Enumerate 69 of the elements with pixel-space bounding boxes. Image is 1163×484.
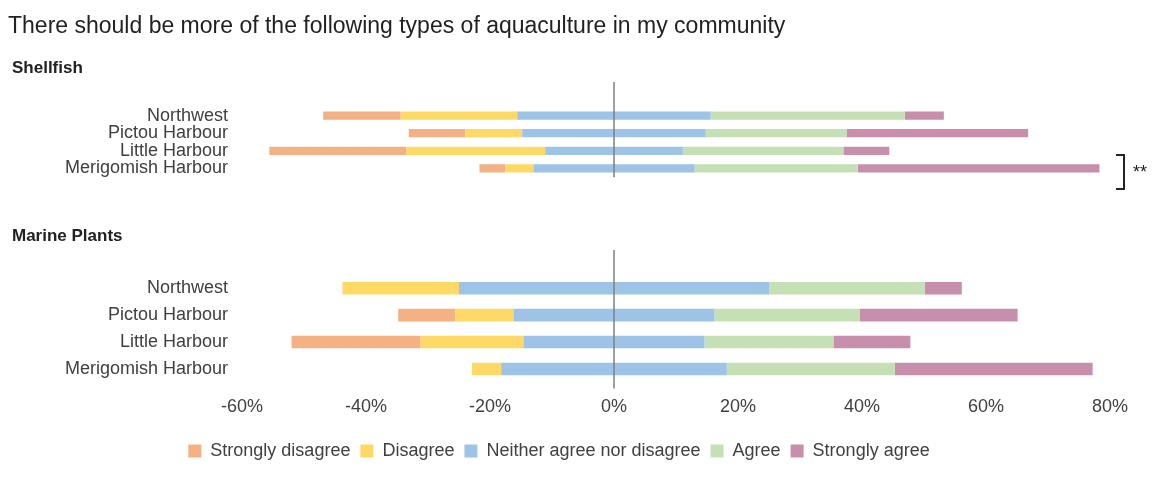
bar [533, 164, 614, 173]
chart-title: There should be more of the following types of aquaculture in my community [8, 11, 787, 40]
bar [513, 308, 614, 322]
bar [614, 308, 715, 322]
bar [291, 335, 421, 349]
bar [400, 111, 518, 120]
x-tick-label: 0% [600, 396, 628, 417]
bar [704, 335, 834, 349]
y-tick-label: Little Harbour [119, 331, 228, 352]
bar [479, 164, 506, 173]
y-tick-label: Northwest [146, 277, 228, 298]
bar [269, 146, 407, 155]
bar [843, 146, 890, 155]
bar [501, 362, 614, 376]
legend-label: Neither agree nor disagree [486, 439, 701, 460]
text: ** [1133, 161, 1148, 183]
bar [323, 111, 401, 120]
bar [505, 164, 534, 173]
bar [406, 146, 546, 155]
legend-label: Agree [732, 439, 781, 460]
bar [769, 281, 925, 295]
bar [398, 308, 456, 322]
x-tick-label: -20% [468, 396, 512, 417]
bar [694, 164, 858, 173]
bar [545, 146, 614, 155]
bar [472, 362, 502, 376]
bar [857, 164, 1100, 173]
bar [833, 335, 911, 349]
bar [342, 281, 459, 295]
bar [682, 146, 844, 155]
bar [904, 111, 944, 120]
y-tick-label: Merigomish Harbour [64, 157, 228, 178]
bar [517, 111, 614, 120]
x-tick-label: 20% [719, 396, 757, 417]
y-tick-label: Northwest [146, 104, 228, 125]
y-tick-label: Pictou Harbour [107, 304, 228, 325]
x-tick-label: -60% [220, 396, 264, 417]
text: Marine Plants [12, 226, 124, 247]
bar [614, 281, 769, 295]
legend-label: Strongly agree [812, 439, 930, 460]
bar [924, 281, 962, 295]
bar [523, 335, 614, 349]
bar [614, 111, 711, 120]
y-tick-label: Merigomish Harbour [64, 357, 228, 378]
bar [846, 129, 1029, 138]
x-tick-label: -40% [344, 396, 388, 417]
text: Shellfish [12, 58, 84, 79]
bar [614, 164, 695, 173]
bar [859, 308, 1018, 322]
bar [710, 111, 905, 120]
bar [614, 335, 705, 349]
bar [614, 129, 706, 138]
bar [894, 362, 1093, 376]
bar [614, 146, 683, 155]
bar [465, 129, 523, 138]
legend-label: Strongly disagree [210, 439, 351, 460]
bar [705, 129, 847, 138]
legend-label: Disagree [382, 439, 455, 460]
bar [408, 129, 466, 138]
x-tick-label: 40% [843, 396, 881, 417]
bar [714, 308, 860, 322]
bar [459, 281, 614, 295]
bar [420, 335, 524, 349]
bar [726, 362, 895, 376]
bar [522, 129, 614, 138]
x-tick-label: 60% [967, 396, 1005, 417]
bar [614, 362, 727, 376]
x-tick-label: 80% [1091, 396, 1129, 417]
bar [455, 308, 514, 322]
